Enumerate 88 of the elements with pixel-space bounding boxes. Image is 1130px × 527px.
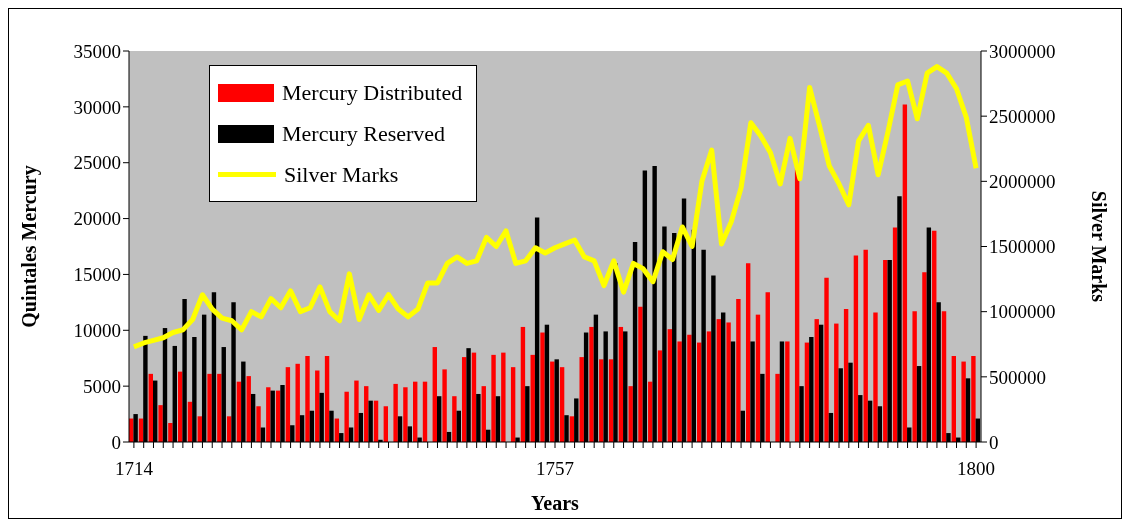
bar (285, 367, 291, 442)
bar (716, 319, 721, 442)
bar (883, 259, 888, 442)
bar (324, 355, 330, 442)
bar (589, 326, 594, 442)
bar (520, 326, 526, 442)
bar (638, 306, 643, 442)
bar (961, 361, 966, 442)
bar (922, 272, 927, 442)
bar (540, 332, 545, 442)
legend-label: Silver Marks (284, 161, 399, 188)
y2-tick-label: 1500000 (989, 236, 1056, 258)
bar (344, 391, 349, 442)
bar (295, 363, 300, 442)
y2-tick-label: 3000000 (989, 40, 1056, 62)
bar (765, 292, 770, 442)
bar (442, 369, 447, 442)
bar (158, 405, 163, 442)
bar (559, 367, 565, 442)
bar (266, 387, 271, 442)
y-tick-label: 10000 (73, 320, 121, 342)
bar (775, 373, 780, 442)
bar (755, 314, 761, 442)
y2-tick-label: 1000000 (989, 301, 1056, 323)
legend-label: Mercury Reserved (282, 120, 446, 147)
x-tick-label: 1800 (957, 458, 996, 480)
y-axis-title: Quintales Mercury (18, 165, 42, 328)
bar (207, 373, 212, 442)
y-tick-label: 30000 (73, 96, 121, 118)
bar (863, 249, 868, 442)
bar (599, 359, 604, 442)
y2-tick-label: 2500000 (989, 105, 1056, 127)
y2-tick-label: 500000 (989, 366, 1046, 388)
bar (941, 311, 947, 442)
bar (706, 331, 712, 442)
bar (510, 367, 516, 442)
bar (168, 423, 173, 442)
y-tick-label: 20000 (73, 208, 121, 230)
bar (892, 227, 898, 442)
bar (403, 387, 408, 442)
x-tick-label: 1714 (114, 458, 154, 480)
bar (912, 311, 917, 442)
legend-label: Mercury Distributed (282, 79, 463, 106)
bar (461, 357, 467, 442)
y-tick-label: 5000 (83, 375, 121, 397)
bar (246, 376, 251, 442)
bar (834, 323, 839, 442)
bar (785, 341, 790, 442)
y-tick-label: 35000 (73, 40, 121, 62)
y-tick-label: 0 (111, 431, 121, 453)
bar (677, 341, 682, 442)
bar (452, 396, 457, 442)
y-tick-label: 25000 (73, 152, 121, 174)
y2-tick-label: 0 (989, 431, 999, 453)
bar (745, 263, 751, 442)
bar (667, 329, 673, 442)
bar (902, 104, 908, 442)
bar (608, 359, 614, 442)
y2-axis-title: Silver Marks (1087, 190, 1110, 303)
bar (217, 373, 222, 442)
bar (579, 357, 584, 442)
bar (951, 355, 957, 442)
bar (305, 355, 310, 442)
bar (657, 350, 663, 442)
y2-tick-label: 2000000 (989, 171, 1056, 193)
bar (491, 354, 496, 442)
bar (843, 309, 849, 442)
bar (530, 354, 535, 442)
bar (736, 299, 741, 442)
bar (853, 255, 859, 442)
bar (932, 230, 937, 442)
bar (971, 355, 976, 442)
x-axis-title: Years (531, 492, 580, 514)
bar (726, 322, 731, 442)
bar (618, 326, 624, 442)
bar (550, 361, 555, 442)
bar (687, 334, 692, 442)
bar (501, 352, 506, 442)
bar (814, 319, 819, 442)
bar (432, 347, 437, 442)
bar (628, 386, 633, 442)
y-tick-label: 15000 (73, 264, 121, 286)
bar (354, 380, 359, 442)
bar (393, 383, 398, 442)
x-tick-label: 1757 (536, 458, 574, 480)
bar (256, 406, 261, 442)
bar (824, 277, 829, 442)
bar (873, 312, 878, 442)
